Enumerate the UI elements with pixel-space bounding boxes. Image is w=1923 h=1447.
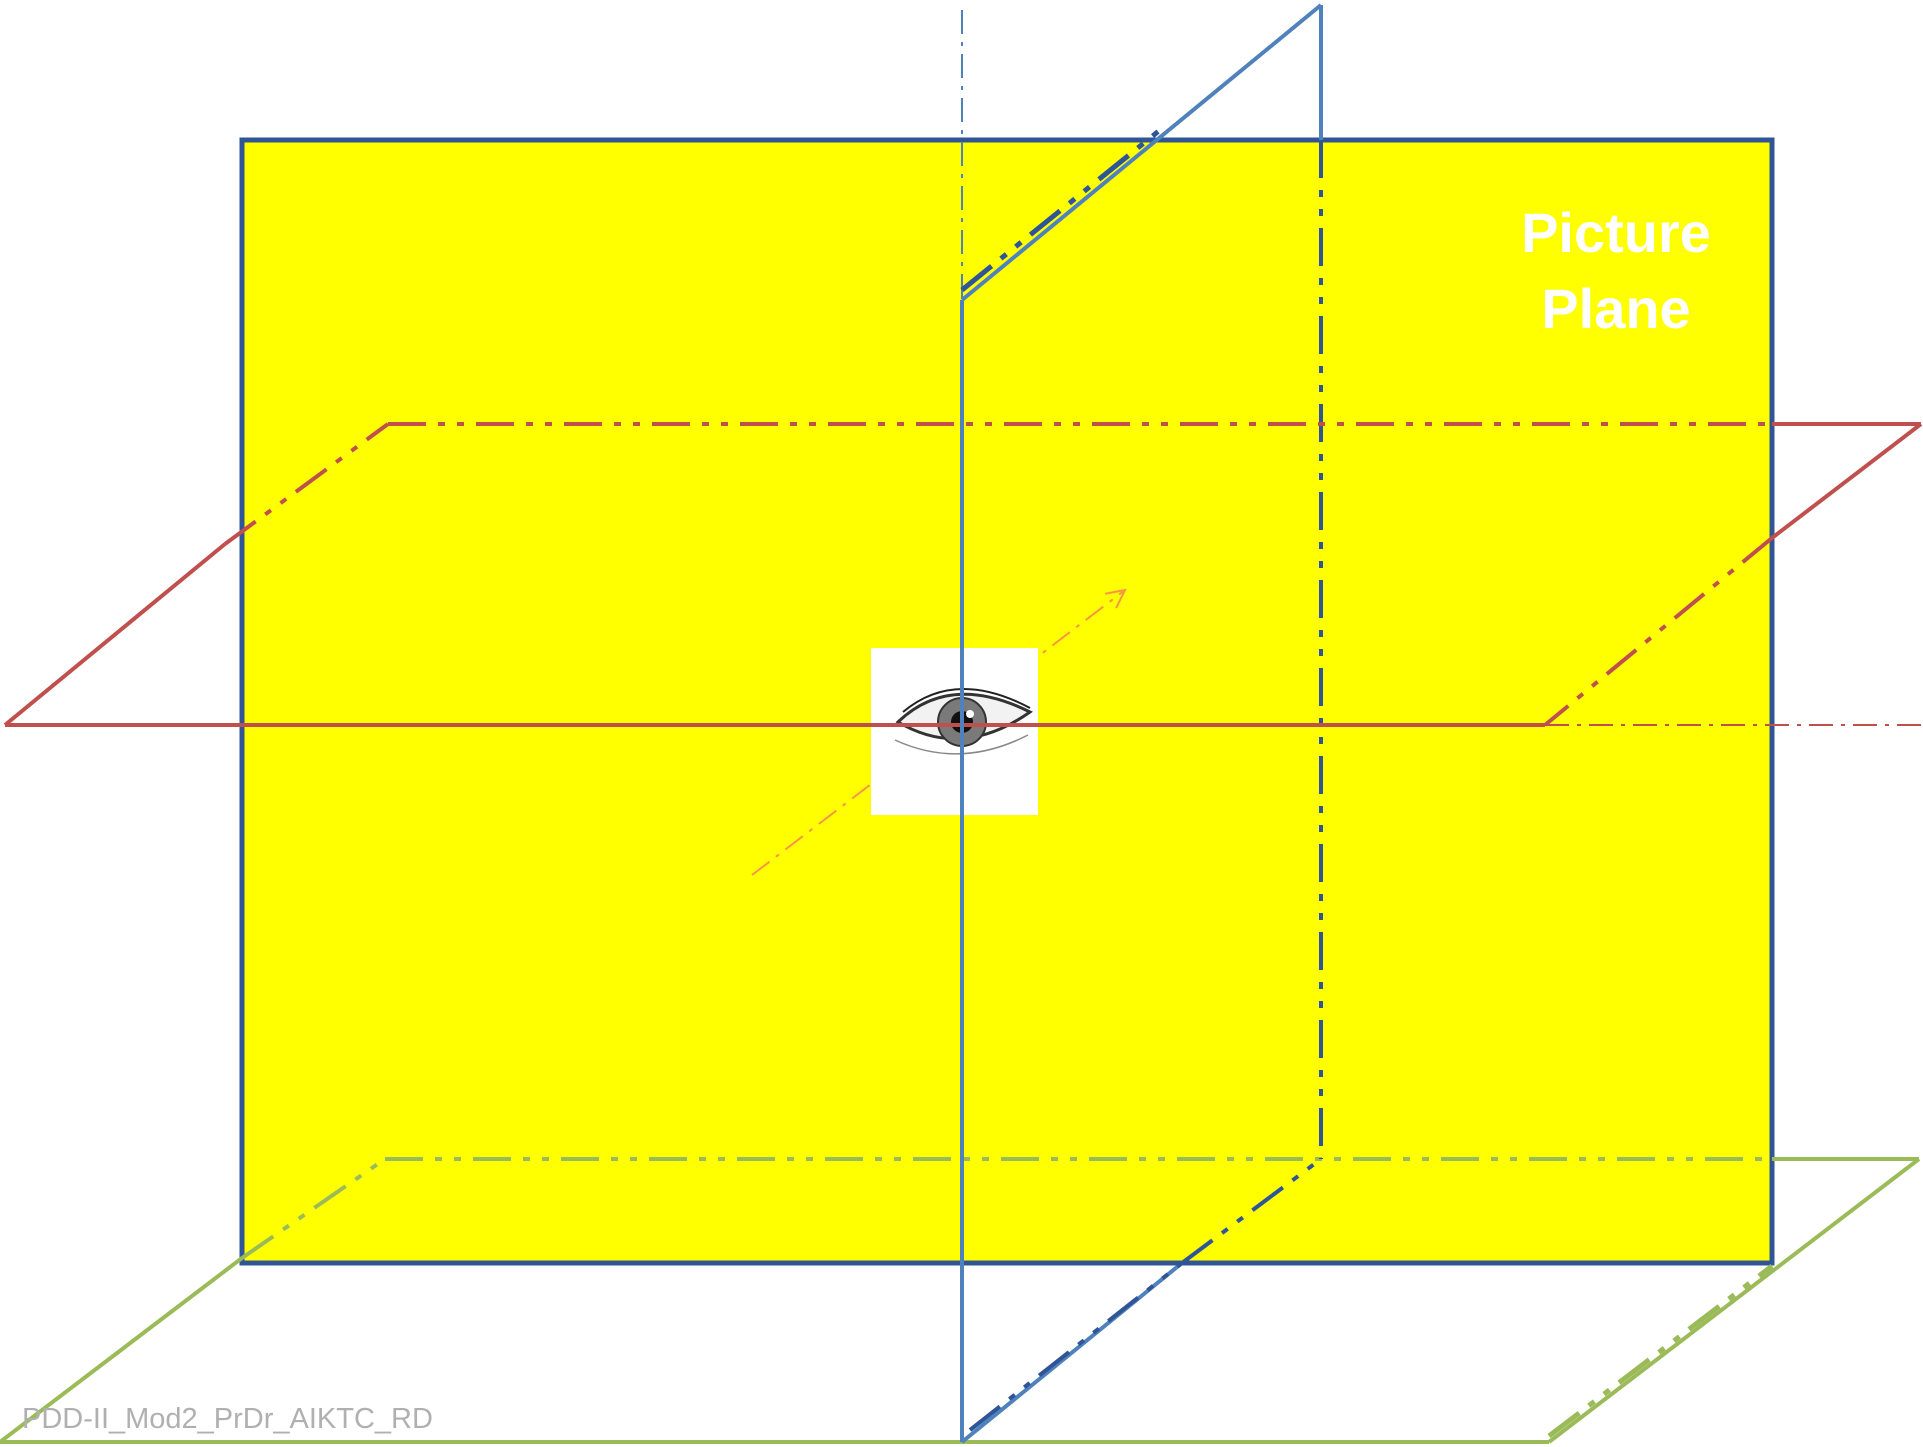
- ground-plane: [0, 1157, 1921, 1444]
- footer-credit: PDD-II_Mod2_PrDr_AIKTC_RD: [22, 1403, 433, 1435]
- vertical-plane: [960, 3, 1323, 1444]
- line-of-sight: [751, 590, 1125, 876]
- picture-plane-label-line1: Picture: [1521, 201, 1711, 264]
- eye-icon: [871, 648, 1038, 815]
- picture-plane-label-line2: Plane: [1541, 277, 1690, 340]
- horizontal-plane: [3, 422, 1923, 727]
